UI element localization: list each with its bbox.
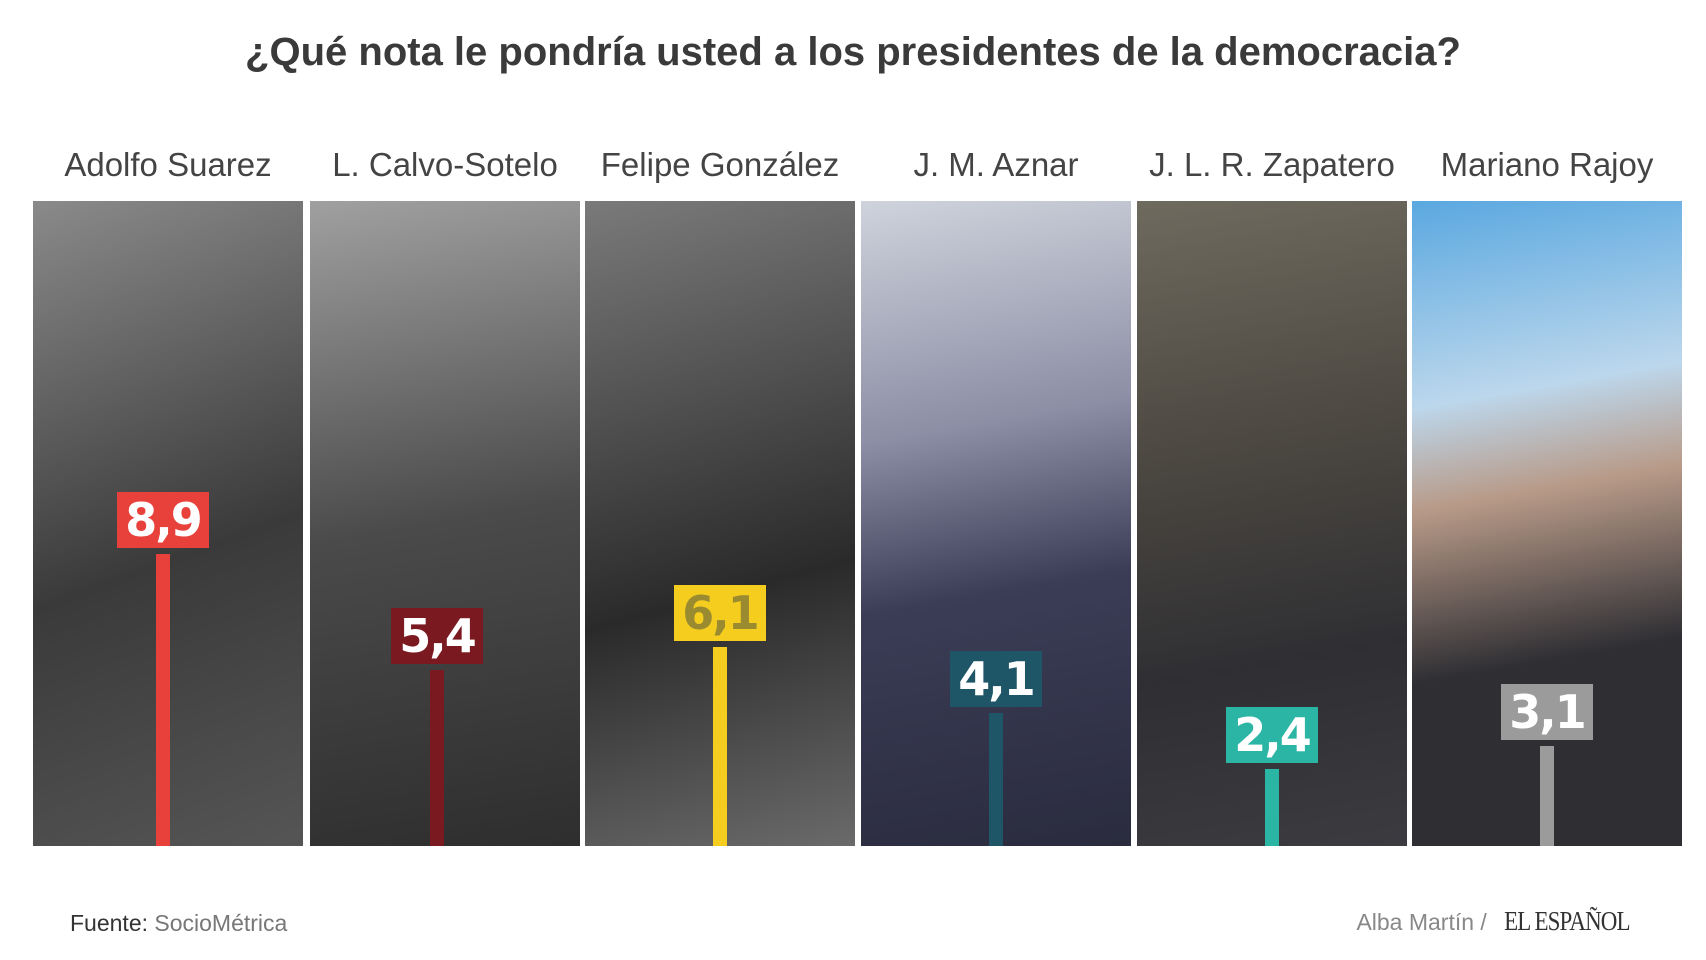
president-photo: 2,4 (1137, 201, 1407, 846)
president-photo: 3,1 (1412, 201, 1682, 846)
chart-title: ¿Qué nota le pondría usted a los preside… (245, 30, 1461, 74)
source-note: Fuente: SocioMétrica (70, 910, 287, 937)
bar (430, 669, 444, 846)
brand-logo: EL ESPAÑOL (1504, 906, 1630, 936)
category-label: Adolfo Suarez (64, 146, 272, 183)
value-label: 5,4 (391, 607, 483, 664)
president-photo: 5,4 (310, 201, 580, 846)
bar (1265, 768, 1279, 846)
value-label: 3,1 (1501, 683, 1593, 740)
value-label: 6,1 (674, 584, 766, 641)
category-label: Mariano Rajoy (1440, 146, 1654, 183)
value-label: 4,1 (950, 650, 1042, 707)
credits: Alba Martín / EL ESPAÑOL (1356, 906, 1641, 937)
president-photo: 6,1 (585, 201, 855, 846)
bar (1540, 745, 1554, 846)
source-name: SocioMétrica (154, 910, 288, 936)
category-label: Felipe González (600, 146, 840, 183)
bar (989, 712, 1003, 846)
category-label: J. L. R. Zapatero (1149, 146, 1395, 183)
value-label: 8,9 (117, 492, 209, 549)
president-photo: 8,9 (33, 201, 303, 846)
bar (156, 554, 170, 846)
source-label: Fuente: (70, 910, 148, 936)
category-label: J. M. Aznar (913, 146, 1079, 183)
author: Alba Martín / (1356, 909, 1487, 935)
value-label: 2,4 (1226, 706, 1318, 763)
president-photo: 4,1 (861, 201, 1131, 846)
category-label: L. Calvo-Sotelo (332, 146, 558, 183)
bar (713, 646, 727, 846)
